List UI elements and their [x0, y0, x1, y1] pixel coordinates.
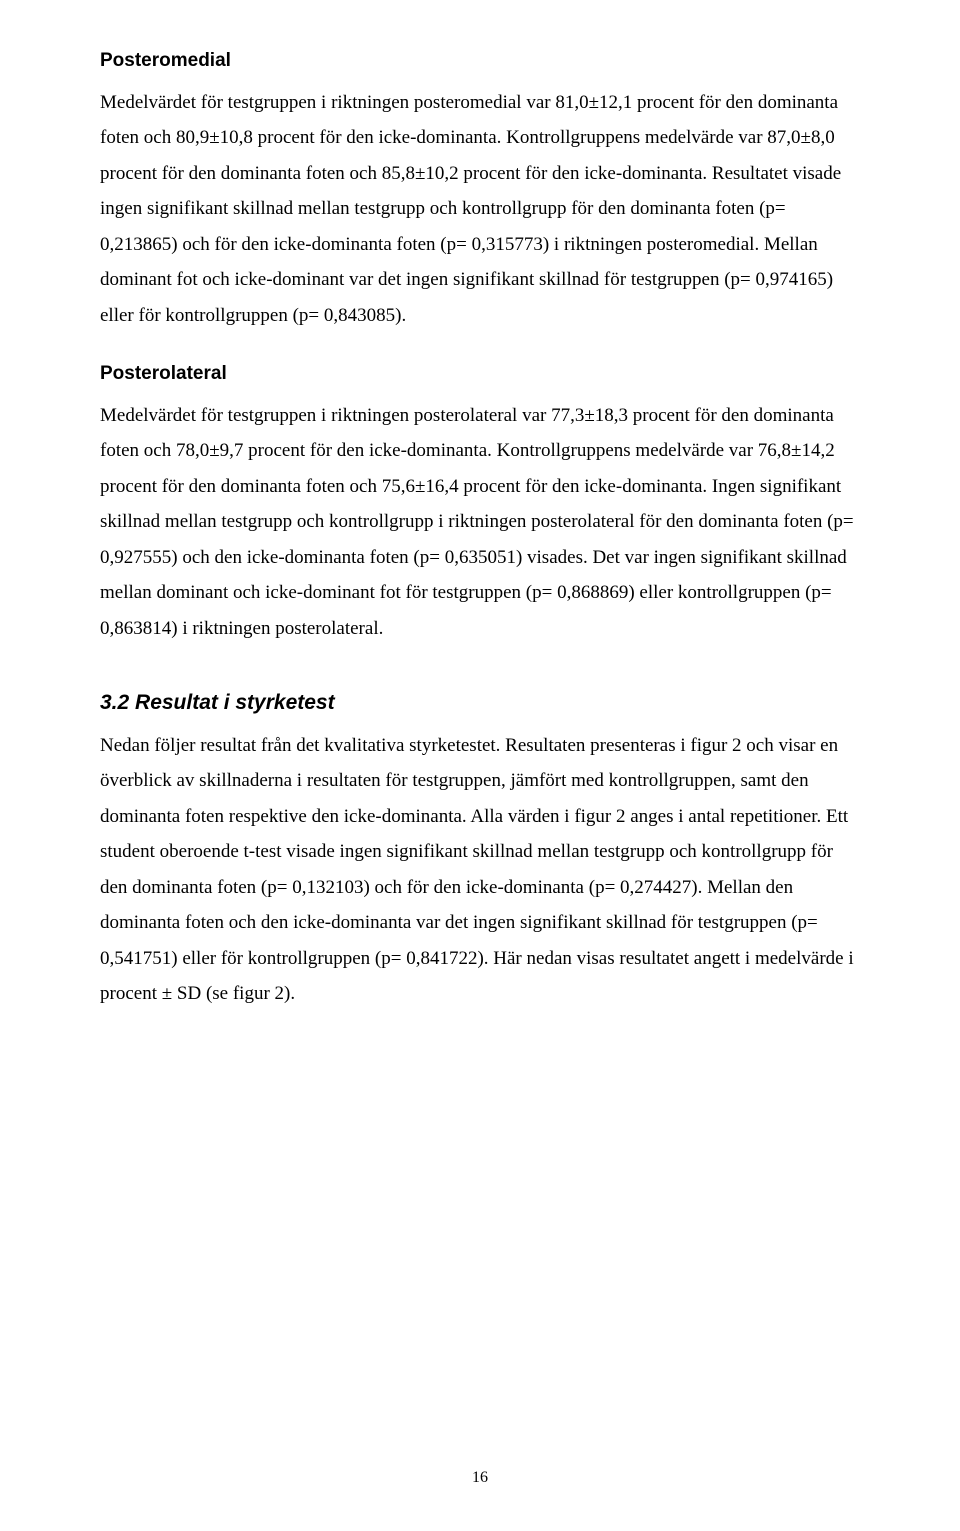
section-heading-posteromedial: Posteromedial — [100, 48, 860, 75]
page-number: 16 — [0, 1469, 960, 1487]
body-text-posteromedial: Medelvärdet för testgruppen i riktningen… — [100, 85, 860, 334]
body-text-posterolateral: Medelvärdet för testgruppen i riktningen… — [100, 398, 860, 647]
section-heading-posterolateral: Posterolateral — [100, 361, 860, 388]
body-text-styrketest: Nedan följer resultat från det kvalitati… — [100, 728, 860, 1012]
subsection-heading-styrketest: 3.2 Resultat i styrketest — [100, 688, 860, 717]
document-page: Posteromedial Medelvärdet för testgruppe… — [0, 0, 960, 1531]
